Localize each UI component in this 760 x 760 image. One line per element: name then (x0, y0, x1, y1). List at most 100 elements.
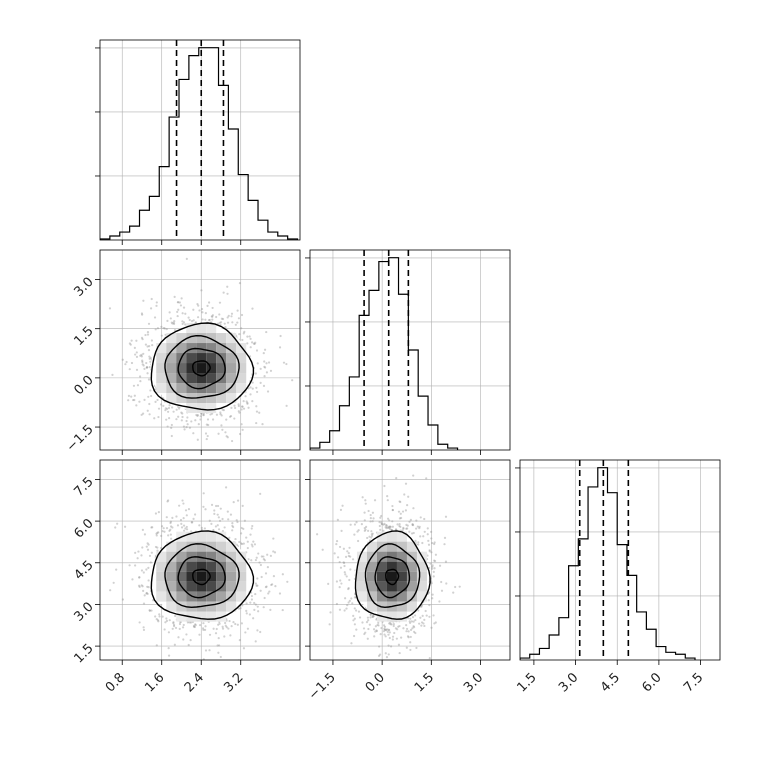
joint-0-2-point (216, 524, 219, 527)
joint-0-2-point (223, 526, 226, 529)
joint-0-1-point (135, 355, 139, 358)
joint-1-2-point (336, 556, 340, 559)
joint-0-1-density-cell (196, 403, 207, 414)
joint-0-1-point (140, 312, 144, 315)
joint-1-2-point (355, 521, 358, 524)
joint-1-2-point (335, 540, 339, 543)
joint-0-1-point (171, 322, 174, 325)
joint-1-2-point (352, 614, 355, 617)
joint-0-1-density-cell (186, 383, 197, 394)
joint-1-2-contour (364, 543, 421, 609)
joint-0-1-point (170, 321, 173, 324)
joint-0-1-point (255, 386, 258, 389)
joint-1-2-point (371, 532, 374, 535)
joint-0-2-point (180, 522, 183, 525)
joint-0-2-density-cell (236, 551, 247, 562)
joint-0-1-density-cell (166, 393, 177, 404)
joint-0-1-point (148, 355, 151, 358)
joint-1-2-point (388, 628, 391, 632)
joint-0-2-point (192, 624, 196, 627)
joint-0-1-point (241, 338, 244, 342)
joint-1-2-point (410, 532, 414, 535)
joint-1-2-point (413, 614, 417, 617)
joint-1-2-point (377, 621, 380, 624)
joint-1-2-density-cell (406, 601, 417, 612)
joint-0-1-point (226, 321, 230, 324)
joint-1-2-point (417, 541, 420, 544)
joint-1-2-point (353, 523, 357, 526)
joint-1-2-point (420, 621, 424, 624)
joint-0-1-density-cell (196, 323, 207, 334)
joint-0-2-point (254, 592, 257, 596)
joint-0-1-point (285, 404, 288, 407)
joint-0-1-point (171, 406, 174, 409)
joint-0-2-point (155, 644, 158, 647)
joint-1-2-point (400, 636, 403, 639)
joint-0-2-point (247, 558, 250, 561)
joint-0-2-point (256, 577, 259, 580)
joint-0-1-point (172, 321, 175, 324)
joint-0-2-ytick-label: 6.0 (71, 516, 96, 541)
joint-0-2-point (186, 621, 189, 624)
joint-0-2-point (141, 585, 144, 588)
joint-0-2-point (175, 515, 178, 518)
joint-0-1-point (167, 410, 170, 413)
joint-1-2-point (349, 555, 352, 558)
joint-0-2-point (225, 626, 228, 629)
joint-0-1-density-cell (206, 383, 217, 394)
joint-0-1-point (176, 301, 179, 304)
joint-0-1-point (254, 372, 257, 375)
joint-0-2-density-cell (156, 571, 167, 582)
joint-0-2-point (250, 527, 253, 530)
joint-1-2-point (390, 623, 393, 626)
hist-2-bar (637, 612, 647, 660)
joint-0-1-point (236, 309, 239, 312)
joint-0-1-point (254, 341, 257, 344)
joint-0-2-point (187, 508, 191, 511)
joint-0-1-point (151, 344, 154, 347)
joint-0-2-point (252, 617, 255, 620)
joint-0-1-point (188, 426, 192, 429)
hist-2-bar (646, 629, 656, 660)
joint-0-2-point (165, 619, 169, 622)
joint-0-1-point (226, 316, 229, 319)
joint-0-2-point (177, 636, 180, 639)
joint-0-2-point (149, 561, 152, 564)
joint-1-2-point (338, 545, 342, 549)
joint-1-2-point (374, 630, 377, 633)
joint-0-1-point (204, 432, 208, 435)
joint-0-2-point (169, 525, 173, 528)
joint-0-1-point (130, 395, 133, 398)
joint-1-2-contour (374, 556, 411, 599)
joint-0-2-point (145, 568, 148, 571)
joint-0-1-point (178, 301, 181, 304)
joint-0-1-density-cell (216, 383, 227, 394)
joint-0-2-point (189, 621, 192, 624)
joint-1-2-point (395, 637, 398, 640)
joint-1-2-point (395, 477, 398, 480)
joint-1-2-density-cell (376, 571, 387, 582)
joint-0-1-point (240, 423, 243, 426)
joint-0-2-point (145, 545, 148, 548)
joint-0-2-point (218, 519, 222, 522)
joint-1-2-point (338, 586, 341, 589)
joint-0-1-point (130, 361, 134, 365)
joint-0-2-contour (177, 556, 226, 599)
joint-1-2-point (422, 622, 425, 625)
joint-0-2-contour (192, 568, 211, 586)
joint-1-2-frame (309, 459, 511, 661)
joint-0-2-point (255, 584, 258, 587)
joint-0-1-point (200, 307, 204, 311)
joint-1-2-point (351, 602, 354, 605)
joint-0-2-density-cell (176, 551, 187, 562)
joint-1-2-point (406, 635, 410, 638)
joint-1-2-point (338, 608, 342, 611)
joint-0-1-point (148, 345, 151, 348)
joint-0-2-density-cell (206, 601, 217, 612)
joint-0-2-point (109, 589, 112, 592)
joint-1-2-point (427, 599, 430, 602)
joint-0-2-point (163, 530, 166, 533)
joint-0-1-point (291, 379, 294, 382)
joint-0-1-point (141, 412, 145, 415)
joint-0-1-point (251, 400, 254, 403)
